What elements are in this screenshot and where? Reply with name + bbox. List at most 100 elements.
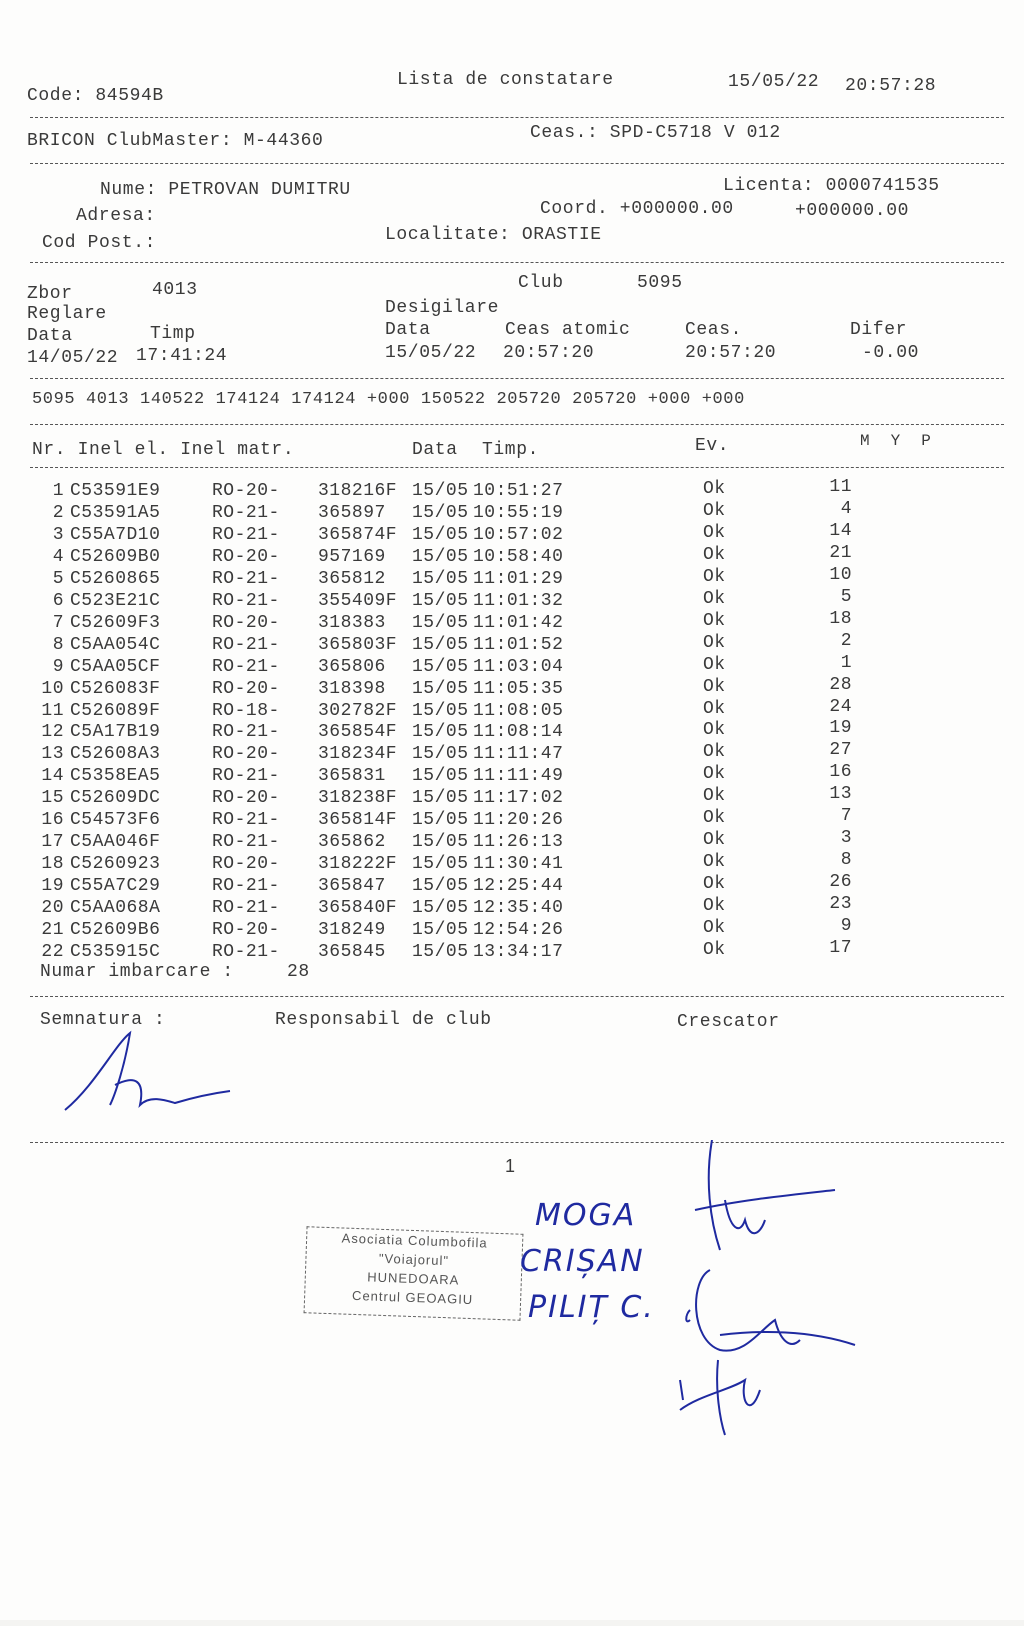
cell-timp: 11:11:49: [473, 766, 564, 787]
cell-inel-matr: 318234F: [318, 744, 398, 765]
cell-inel-el: C5AA054C: [70, 634, 161, 655]
cell-ev: Ok: [703, 742, 726, 763]
table-row: 14 C5358EA5 RO-21- 365831 15/05 11:11:49 Ok 16: [0, 762, 1024, 788]
localitate: Localitate: ORASTIE: [385, 225, 602, 245]
cell-inel-el: C55A7C29: [70, 876, 161, 897]
col-header-nr: Nr. Inel el. Inel matr.: [32, 440, 295, 460]
cell-nr: 16: [41, 810, 64, 831]
table-row: 4 C52609B0 RO-20- 957169 15/05 10:58:40 Ok 21: [0, 543, 1024, 569]
club-stamp: Asociatia Columbofila "Voiajorul" HUNEDO…: [303, 1226, 524, 1321]
desigilare-data: 15/05/22: [385, 343, 477, 363]
cell-ro-prefix: RO-21-: [212, 766, 280, 787]
divider: [30, 163, 1004, 164]
cell-nr: 21: [41, 920, 64, 940]
table-row: 6 C523E21C RO-21- 355409F 15/05 11:01:32 Ok 5: [0, 587, 1024, 613]
cell-inel-el: C5260923: [70, 854, 161, 875]
cell-ev: Ok: [703, 544, 726, 565]
header-time: 20:57:28: [845, 76, 937, 96]
table-row: 19 C55A7C29 RO-21- 365847 15/05 12:25:44 Ok 26: [0, 872, 1024, 898]
cell-m: 19: [829, 718, 852, 739]
cell-m: 1: [840, 652, 852, 673]
cell-m: 3: [840, 828, 852, 849]
cell-ev: Ok: [703, 588, 726, 609]
cell-timp: 12:35:40: [473, 898, 564, 919]
cell-m: 4: [840, 498, 852, 519]
cell-nr: 8: [52, 634, 64, 655]
cell-inel-matr: 365803F: [318, 634, 398, 655]
table-row: 7 C52609F3 RO-20- 318383 15/05 11:01:42 Ok 18: [0, 609, 1024, 635]
cell-inel-matr: 365812: [318, 568, 386, 589]
cell-nr: 19: [41, 876, 64, 897]
cod-post: Cod Post.:: [42, 233, 157, 253]
cell-inel-matr: 365862: [318, 832, 386, 853]
cell-ro-prefix: RO-20-: [212, 612, 280, 633]
cell-data: 15/05: [412, 502, 469, 523]
table-row: 2 C53591A5 RO-21- 365897 15/05 10:55:19 Ok 4: [0, 499, 1024, 525]
cell-ro-prefix: RO-21-: [212, 568, 280, 589]
code: Code: 84594B: [27, 86, 164, 106]
desigilare-atomic: 20:57:20: [503, 343, 595, 363]
cell-m: 14: [829, 520, 852, 541]
cell-ro-prefix: RO-21-: [212, 898, 280, 919]
cell-timp: 11:17:02: [473, 788, 564, 809]
cell-data: 15/05: [412, 590, 469, 611]
signature-drawing: [64, 1030, 231, 1111]
cell-timp: 11:08:14: [473, 722, 564, 743]
cell-data: 15/05: [412, 656, 469, 677]
table-row: 15 C52609DC RO-20- 318238F 15/05 11:17:02 Ok 13: [0, 784, 1024, 810]
cell-inel-el: C52609B6: [70, 920, 161, 940]
cell-nr: 15: [41, 788, 64, 809]
cell-data: 15/05: [412, 876, 469, 897]
cell-timp: 12:54:26: [473, 920, 564, 940]
cell-inel-el: C52609B0: [70, 546, 161, 567]
cell-data: 15/05: [412, 898, 469, 919]
desigilare-ceas: 20:57:20: [685, 343, 777, 363]
cell-timp: 10:55:19: [473, 502, 564, 523]
desigilare-label: Desigilare: [385, 298, 500, 318]
cell-inel-el: C52609DC: [70, 788, 161, 809]
cell-inel-el: C523E21C: [70, 590, 161, 611]
club-value: 5095: [637, 273, 683, 293]
cell-inel-matr: 318398: [318, 678, 386, 699]
cell-m: 21: [829, 542, 852, 563]
document-title: Lista de constatare: [397, 70, 614, 90]
cell-m: 27: [829, 740, 852, 761]
cell-nr: 20: [41, 898, 64, 919]
cell-ro-prefix: RO-21-: [212, 656, 280, 677]
cell-nr: 9: [52, 656, 64, 677]
cell-nr: 2: [52, 502, 64, 523]
numar-imbarcare-value: 28: [287, 962, 310, 982]
table-row: 5 C5260865 RO-21- 365812 15/05 11:01:29 Ok 10: [0, 565, 1024, 591]
coord: Coord. +000000.00: [540, 199, 734, 219]
cell-m: 26: [829, 872, 852, 893]
cell-data: 15/05: [412, 941, 469, 962]
cell-timp: 11:11:47: [473, 744, 564, 765]
cell-data: 15/05: [412, 920, 469, 940]
cell-data: 15/05: [412, 678, 469, 699]
numar-imbarcare-label: Numar imbarcare :: [40, 962, 234, 982]
cell-nr: 1: [52, 481, 64, 501]
semnatura-label: Semnatura :: [40, 1010, 166, 1030]
ceas-atomic-label: Ceas atomic: [505, 320, 631, 340]
cell-data: 15/05: [412, 788, 469, 809]
reglare-timp: 17:41:24: [136, 346, 228, 366]
cell-m: 13: [829, 784, 852, 805]
cell-inel-el: C5A17B19: [70, 722, 161, 743]
club-label: Club: [518, 273, 564, 293]
cell-data: 15/05: [412, 766, 469, 787]
cell-timp: 11:05:35: [473, 678, 564, 699]
cell-timp: 10:57:02: [473, 524, 564, 545]
cell-m: 24: [829, 696, 852, 717]
crescator-label: Crescator: [677, 1012, 780, 1032]
summary-line: 5095 4013 140522 174124 174124 +000 1505…: [32, 390, 745, 409]
cell-ev: Ok: [703, 479, 726, 499]
cell-inel-matr: 365831: [318, 766, 386, 787]
cell-ro-prefix: RO-20-: [212, 546, 280, 567]
cell-inel-matr: 318383: [318, 612, 386, 633]
cell-timp: 11:26:13: [473, 832, 564, 853]
table-row: 8 C5AA054C RO-21- 365803F 15/05 11:01:52 Ok 2: [0, 631, 1024, 657]
cell-inel-el: C53591A5: [70, 502, 161, 523]
handwritten-name-2: CRIȘAN: [520, 1244, 645, 1279]
cell-ro-prefix: RO-21-: [212, 810, 280, 831]
